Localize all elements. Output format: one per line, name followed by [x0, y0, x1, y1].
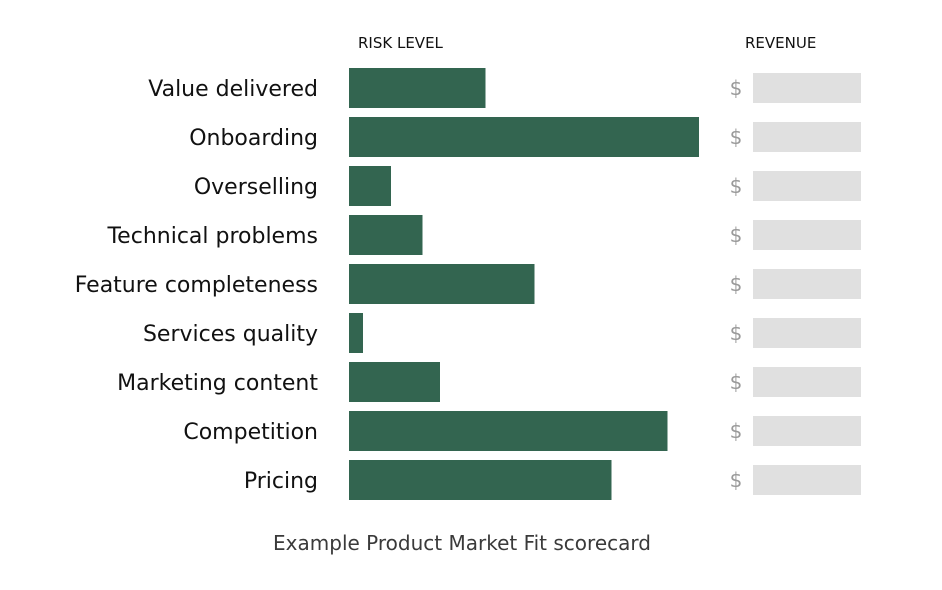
scorecard-row: Overselling $ — [194, 166, 861, 206]
category-label: Overselling — [194, 175, 318, 200]
scorecard-row: Services quality $ — [143, 313, 861, 353]
scorecard-row: Value delivered $ — [148, 68, 861, 108]
category-label: Feature completeness — [75, 273, 318, 298]
scorecard-rows: Value delivered $Onboarding $Overselling $T… — [75, 68, 861, 500]
category-label: Marketing content — [117, 371, 318, 396]
dollar-icon: $ — [730, 272, 743, 296]
revenue-field — [753, 122, 861, 152]
risk-bar — [349, 460, 612, 500]
dollar-icon: $ — [730, 223, 743, 247]
scorecard-row: Competition $ — [183, 411, 861, 451]
revenue-field — [753, 367, 861, 397]
risk-bar — [349, 411, 668, 451]
risk-bar — [349, 117, 699, 157]
scorecard-row: Marketing content $ — [117, 362, 861, 402]
revenue-field — [753, 73, 861, 103]
risk-bar — [349, 166, 391, 206]
category-label: Technical problems — [106, 224, 318, 249]
dollar-icon: $ — [730, 419, 743, 443]
risk-bar — [349, 68, 486, 108]
dollar-icon: $ — [730, 321, 743, 345]
category-label: Onboarding — [189, 126, 318, 151]
revenue-field — [753, 416, 861, 446]
revenue-header: REVENUE — [745, 34, 816, 52]
category-label: Services quality — [143, 322, 318, 347]
dollar-icon: $ — [730, 370, 743, 394]
dollar-icon: $ — [730, 174, 743, 198]
revenue-field — [753, 171, 861, 201]
scorecard-row: Feature completeness $ — [75, 264, 861, 304]
scorecard-row: Technical problems $ — [106, 215, 861, 255]
revenue-field — [753, 269, 861, 299]
scorecard-row: Pricing $ — [244, 460, 861, 500]
category-label: Pricing — [244, 469, 318, 494]
scorecard-row: Onboarding $ — [189, 117, 861, 157]
revenue-field — [753, 465, 861, 495]
dollar-icon: $ — [730, 125, 743, 149]
dollar-icon: $ — [730, 468, 743, 492]
dollar-icon: $ — [730, 76, 743, 100]
risk-level-header: RISK LEVEL — [358, 34, 444, 52]
chart-caption: Example Product Market Fit scorecard — [273, 531, 651, 555]
risk-bar — [349, 313, 363, 353]
risk-bar — [349, 362, 440, 402]
revenue-field — [753, 220, 861, 250]
risk-bar — [349, 264, 535, 304]
category-label: Value delivered — [148, 77, 318, 102]
revenue-field — [753, 318, 861, 348]
category-label: Competition — [183, 420, 318, 445]
risk-bar — [349, 215, 423, 255]
